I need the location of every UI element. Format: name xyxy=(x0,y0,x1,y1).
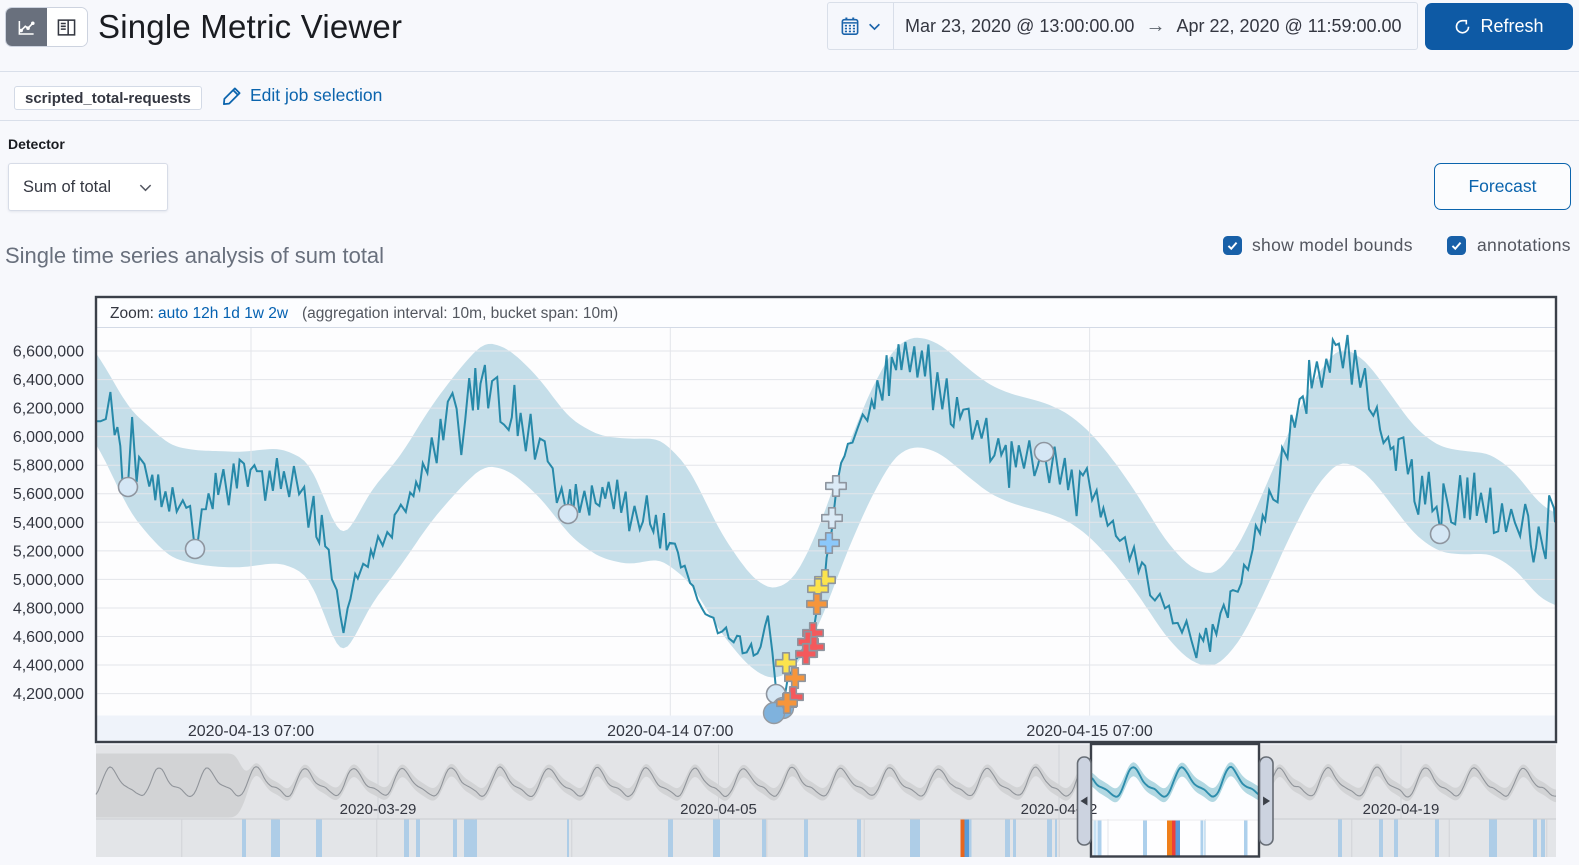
svg-text:6,200,000: 6,200,000 xyxy=(13,401,84,418)
svg-text:6,000,000: 6,000,000 xyxy=(13,429,84,446)
svg-text:5,200,000: 5,200,000 xyxy=(13,543,84,560)
svg-text:5,000,000: 5,000,000 xyxy=(13,572,84,589)
svg-text:4,600,000: 4,600,000 xyxy=(13,629,84,646)
svg-text:2020-04-13 07:00: 2020-04-13 07:00 xyxy=(188,723,314,740)
svg-text:2020-03-29: 2020-03-29 xyxy=(340,801,417,818)
svg-text:5,800,000: 5,800,000 xyxy=(13,458,84,475)
svg-text:2020-04-15 07:00: 2020-04-15 07:00 xyxy=(1026,723,1152,740)
svg-text:2020-04-14 07:00: 2020-04-14 07:00 xyxy=(607,723,733,740)
svg-text:Zoom:auto 12h 1d 1w 2w(aggrega: Zoom: auto 12h 1d 1w 2w (aggregation inter… xyxy=(110,305,618,322)
svg-text:4,200,000: 4,200,000 xyxy=(13,686,84,703)
svg-text:5,400,000: 5,400,000 xyxy=(13,515,84,532)
svg-text:2020-04-19: 2020-04-19 xyxy=(1363,801,1440,818)
svg-text:6,400,000: 6,400,000 xyxy=(13,372,84,389)
svg-text:6,600,000: 6,600,000 xyxy=(13,344,84,361)
svg-text:4,800,000: 4,800,000 xyxy=(13,601,84,618)
svg-text:4,400,000: 4,400,000 xyxy=(13,658,84,675)
svg-text:5,600,000: 5,600,000 xyxy=(13,486,84,503)
svg-text:2020-04-05: 2020-04-05 xyxy=(680,801,757,818)
